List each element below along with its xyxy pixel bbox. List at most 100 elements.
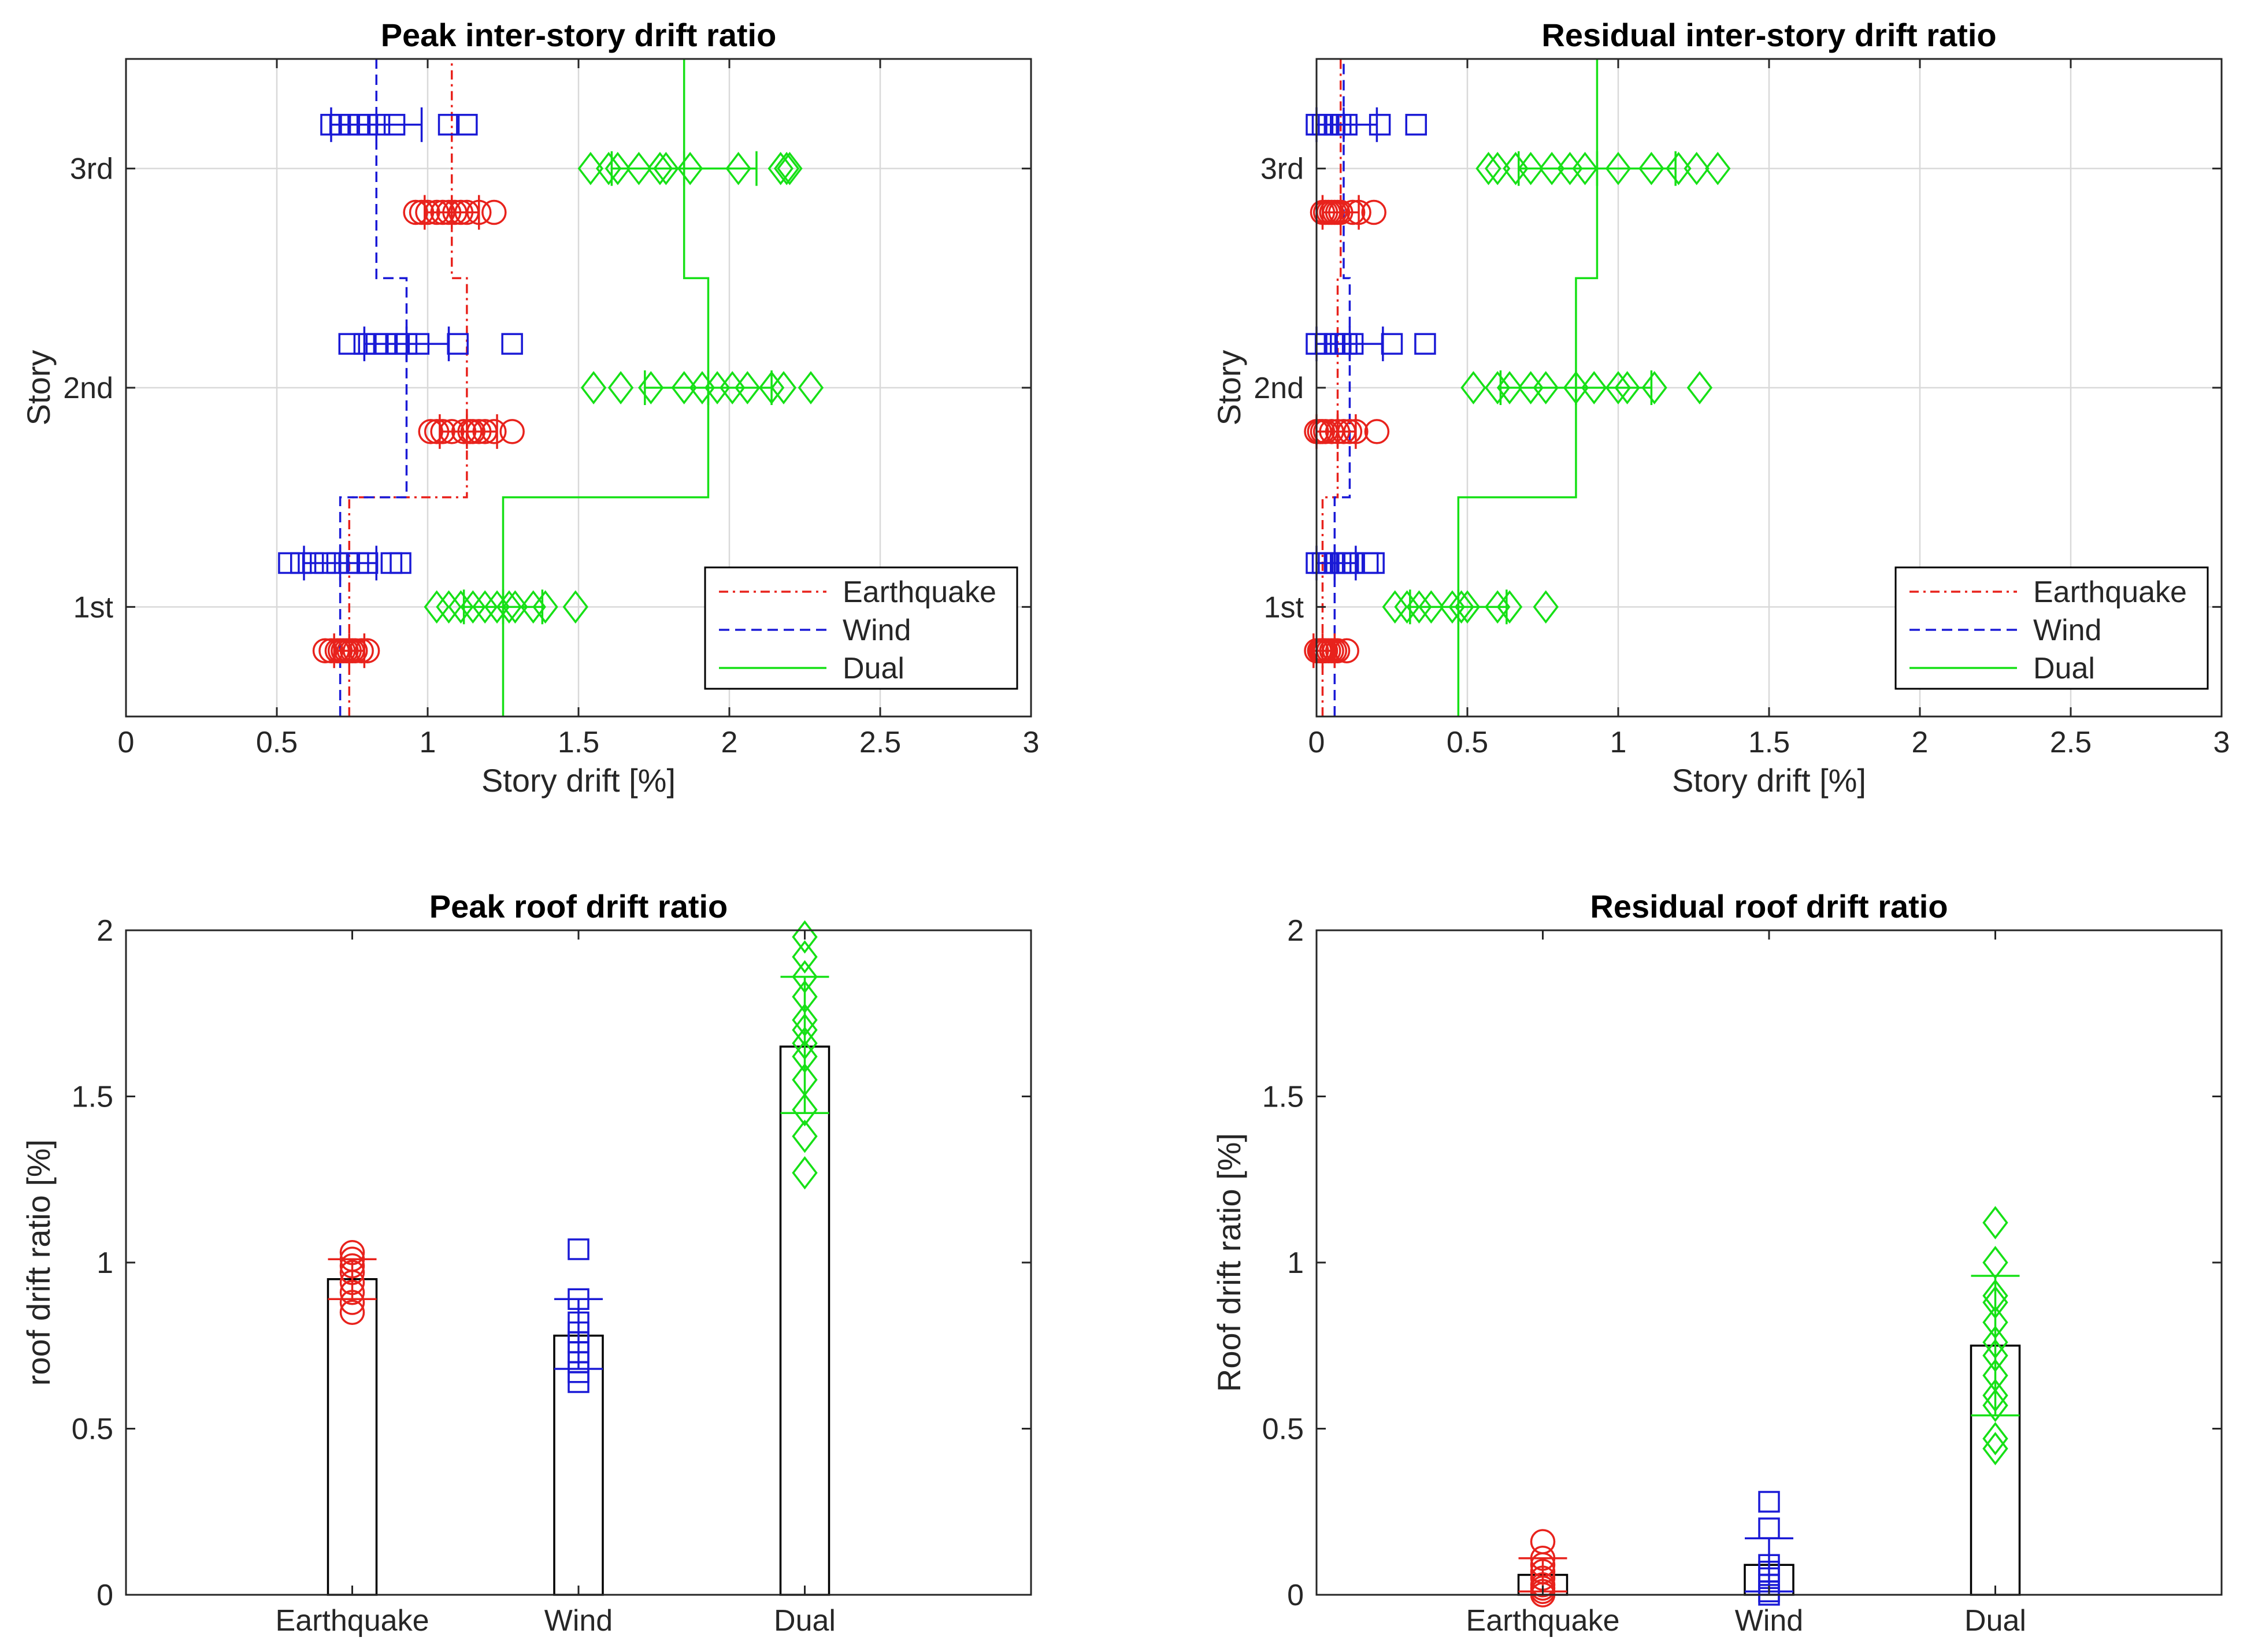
data-point-earthquake — [1328, 199, 1354, 225]
data-point-earthquake — [1530, 1529, 1556, 1554]
data-point-earthquake — [415, 199, 440, 225]
data-point-dual — [1982, 1421, 2008, 1456]
data-point-dual — [792, 1003, 818, 1037]
data-point-earthquake — [1319, 419, 1344, 444]
data-point-earthquake — [1325, 638, 1351, 663]
data-point-dual — [671, 371, 697, 404]
x-tick-label: 2 — [1912, 726, 1929, 759]
data-point-dual — [758, 371, 785, 404]
legend: Earthquake Wind Dual — [1894, 566, 2209, 690]
data-point-dual — [562, 590, 588, 624]
y-tick-label: 2 — [1287, 914, 1304, 948]
y-tick-label: 3rd — [1260, 153, 1304, 186]
data-point-earthquake — [339, 1253, 365, 1279]
data-point-earthquake — [460, 419, 486, 444]
data-point-dual — [1533, 590, 1559, 624]
data-point-wind — [1369, 114, 1391, 136]
data-point-earthquake — [454, 199, 480, 225]
data-point-earthquake — [339, 1290, 365, 1315]
data-point-dual — [1605, 151, 1632, 185]
data-point-earthquake — [339, 1246, 365, 1272]
data-point-earthquake — [318, 638, 344, 663]
data-point-dual — [792, 1093, 818, 1127]
x-tick-label: Dual — [774, 1604, 836, 1638]
x-tick-label: Wind — [1735, 1604, 1803, 1638]
data-point-wind — [302, 552, 324, 574]
data-point-wind — [356, 114, 379, 136]
y-tick-label: 3rd — [70, 153, 113, 186]
x-axis-label: Story drift [%] — [481, 762, 676, 799]
y-tick-label: 2 — [97, 914, 113, 948]
data-point-earthquake — [451, 419, 477, 444]
x-tick-label: Wind — [544, 1604, 613, 1638]
legend-label-wind: Wind — [2033, 614, 2101, 647]
y-axis-label: Roof drift ratio [%] — [1211, 1133, 1247, 1392]
data-point-earthquake — [424, 199, 450, 225]
x-tick-label: 0.5 — [256, 726, 298, 759]
data-point-dual — [472, 590, 498, 624]
data-point-dual — [653, 151, 679, 185]
data-point-earthquake — [430, 199, 455, 225]
bar-wind — [553, 1334, 604, 1596]
peak-roof-panel: 0 0.5 1 1.5 2 Earthquake Wind Dual Peak roof dri… — [20, 888, 1032, 1638]
data-point-wind — [374, 333, 396, 355]
data-point-earthquake — [1364, 419, 1390, 444]
data-point-dual — [1538, 151, 1565, 185]
data-point-earthquake — [1312, 419, 1338, 444]
data-point-wind — [1758, 1554, 1780, 1576]
data-point-dual — [1496, 590, 1523, 624]
y-tick-label: 0 — [97, 1579, 113, 1612]
x-tick-label: 1.5 — [1748, 726, 1790, 759]
peak-story-panel: 0 0.5 1 1.5 2 2.5 3 1st 2nd 3rd Peak inter-story d… — [20, 17, 1039, 799]
data-point-earthquake — [1334, 638, 1359, 663]
data-point-dual — [577, 151, 604, 185]
data-point-earthquake — [439, 419, 465, 444]
data-point-wind — [568, 1238, 589, 1260]
x-tick-label: 0 — [1308, 726, 1325, 759]
data-point-earthquake — [339, 1300, 365, 1325]
x-tick-label: 2 — [721, 726, 738, 759]
data-point-earthquake — [442, 199, 468, 225]
data-point-wind — [390, 552, 411, 574]
data-point-earthquake — [339, 1260, 365, 1285]
data-point-earthquake — [312, 638, 338, 663]
data-point-earthquake — [1530, 1546, 1556, 1571]
data-point-dual — [1982, 1246, 2008, 1279]
data-point-dual — [647, 151, 673, 185]
y-tick-label: 1 — [97, 1246, 113, 1280]
data-point-wind — [1341, 552, 1364, 574]
data-point-dual — [1982, 1305, 2008, 1339]
data-point-dual — [1641, 371, 1667, 404]
data-point-dual — [1982, 1358, 2008, 1393]
chart-title: Peak inter-story drift ratio — [381, 17, 777, 53]
data-point-dual — [1982, 1432, 2008, 1465]
data-point-earthquake — [448, 199, 474, 225]
data-point-dual — [1448, 590, 1474, 624]
data-point-dual — [520, 590, 546, 624]
data-point-dual — [1518, 151, 1544, 185]
data-point-dual — [502, 590, 528, 624]
x-tick-label: 1 — [1610, 726, 1627, 759]
data-point-wind — [326, 552, 348, 574]
data-point-dual — [1638, 151, 1664, 185]
data-point-dual — [1982, 1279, 2008, 1313]
data-point-earthquake — [1337, 419, 1363, 444]
data-point-earthquake — [339, 1240, 365, 1265]
data-point-dual — [595, 151, 622, 185]
x-tick-label: 2.5 — [859, 726, 901, 759]
data-point-dual — [580, 371, 607, 404]
y-tick-label: 1.5 — [1262, 1081, 1304, 1114]
x-tick-label: 0 — [118, 726, 135, 759]
legend-label-dual: Dual — [2033, 652, 2095, 685]
data-point-earthquake — [466, 419, 492, 444]
data-point-wind — [395, 333, 418, 355]
data-point-dual — [792, 960, 818, 994]
y-axis-label: roof drift ratio [%] — [20, 1139, 57, 1386]
data-point-dual — [1563, 371, 1589, 404]
data-point-earthquake — [409, 199, 435, 225]
data-point-earthquake — [1325, 419, 1351, 444]
data-point-dual — [1382, 590, 1408, 624]
data-point-earthquake — [430, 419, 455, 444]
data-point-wind — [501, 333, 523, 355]
data-point-earthquake — [354, 638, 380, 663]
